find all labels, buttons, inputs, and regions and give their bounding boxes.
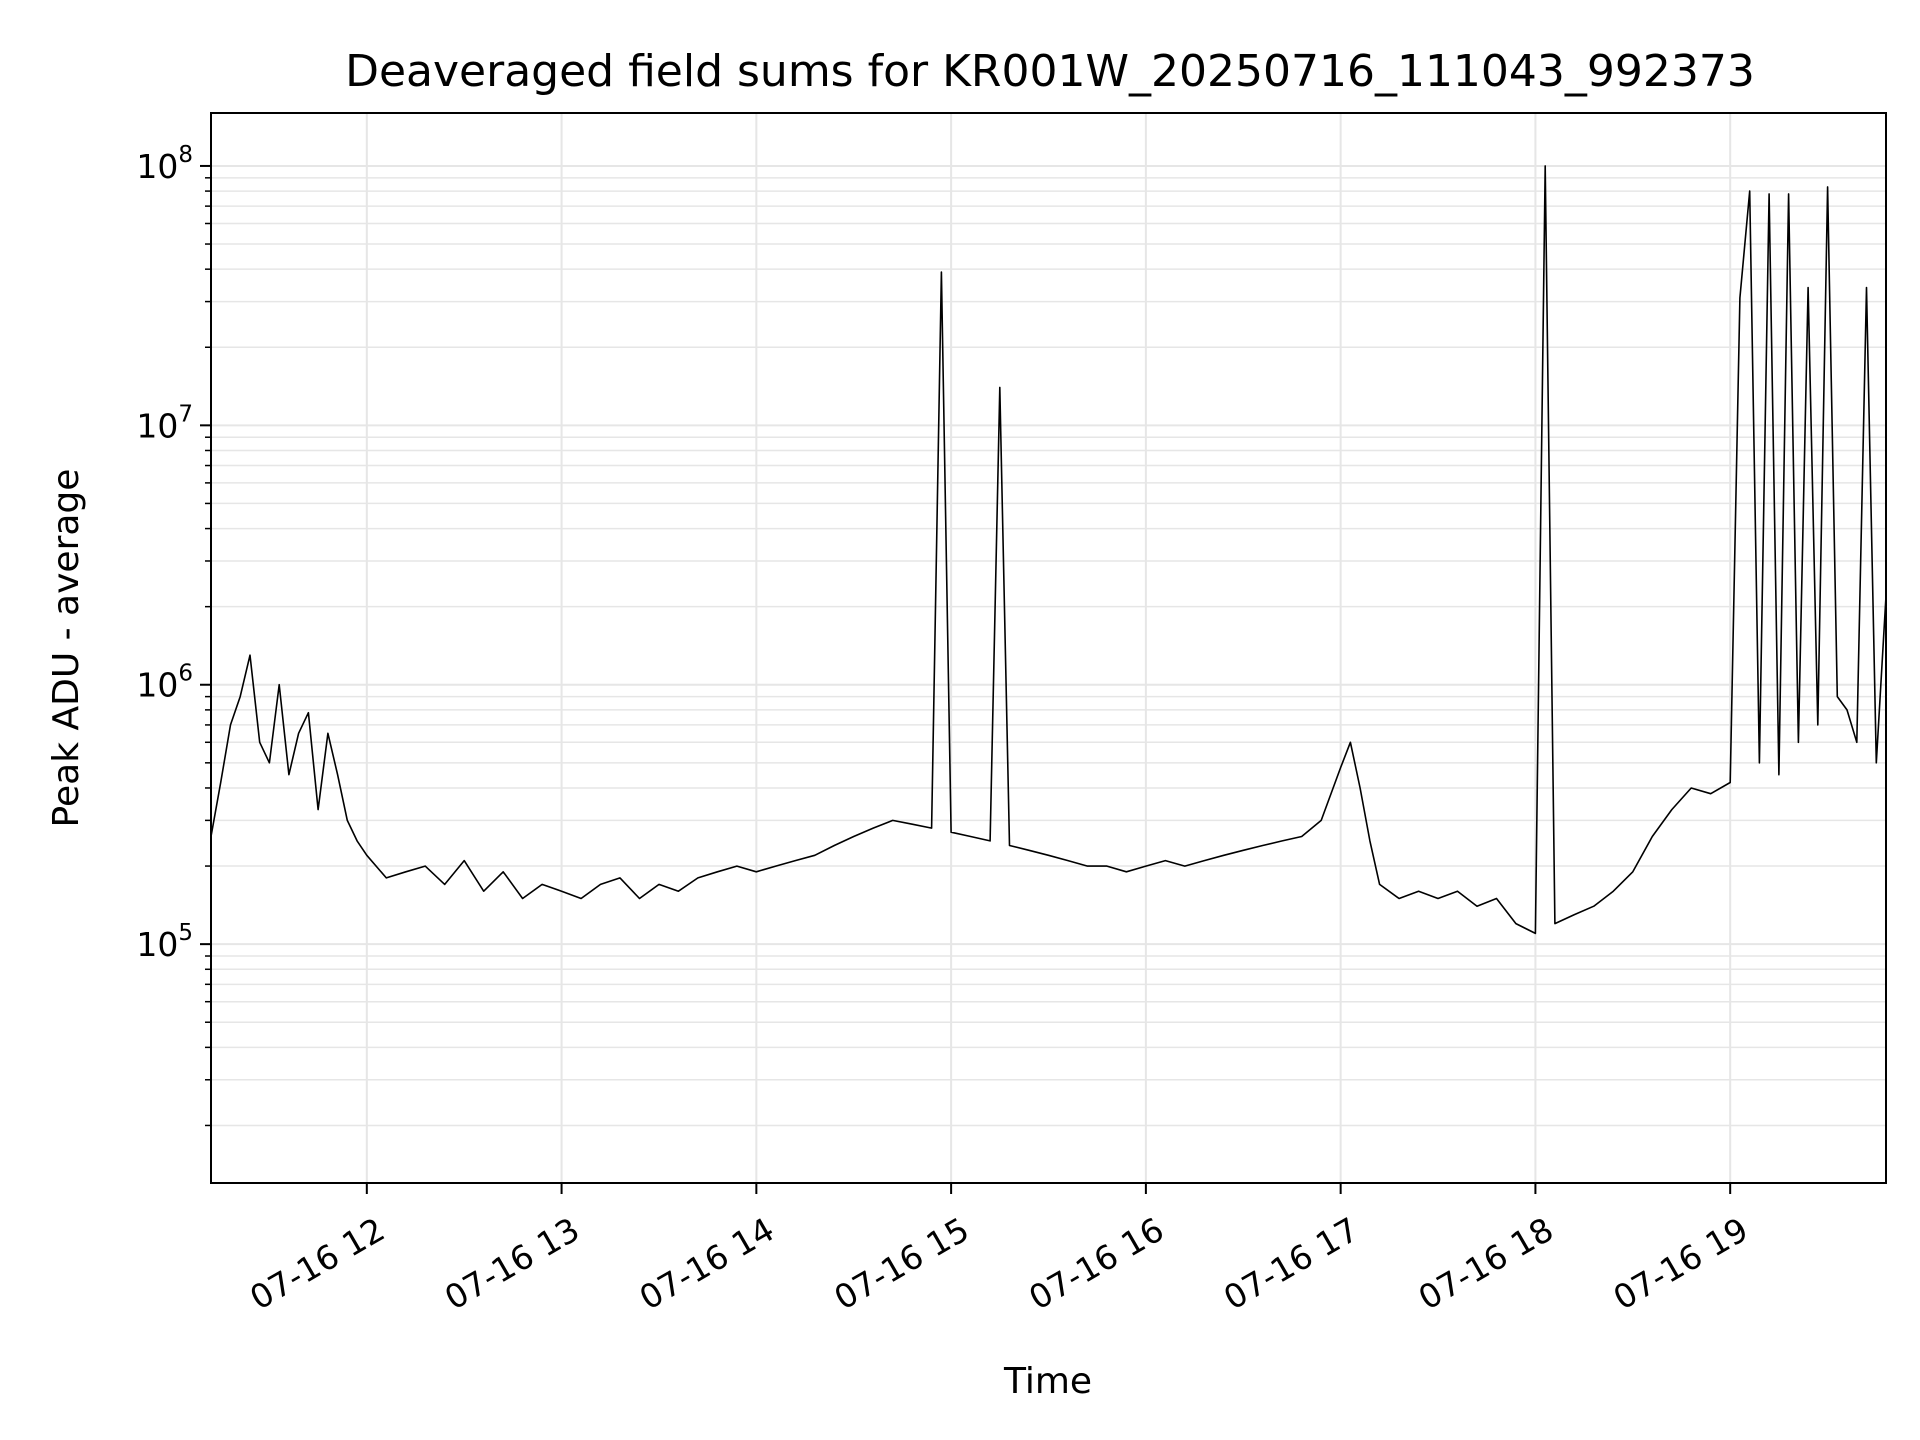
- y-axis-label: Peak ADU - average: [46, 469, 87, 828]
- y-tick-label: 106: [136, 661, 193, 705]
- x-axis-label: Time: [1003, 1361, 1092, 1402]
- y-tick-exponent: 7: [178, 401, 193, 427]
- y-tick-base: 10: [136, 925, 178, 964]
- series-layer: [210, 165, 1887, 935]
- y-tick-exponent: 6: [178, 661, 193, 687]
- y-tick-base: 10: [136, 406, 178, 445]
- y-tick-base: 10: [136, 666, 178, 705]
- plot-frame: [210, 112, 1887, 1184]
- y-tick-label: 105: [136, 920, 193, 964]
- y-tick-label: 107: [136, 401, 193, 445]
- y-tick-exponent: 5: [178, 920, 193, 946]
- y-tick-base: 10: [136, 147, 178, 186]
- y-tick-label: 108: [136, 142, 193, 186]
- y-tick-exponent: 8: [178, 142, 193, 168]
- series-line: [210, 165, 1887, 935]
- chart-title: Deaveraged field sums for KR001W_2025071…: [345, 46, 1755, 97]
- grid: [211, 113, 1886, 1183]
